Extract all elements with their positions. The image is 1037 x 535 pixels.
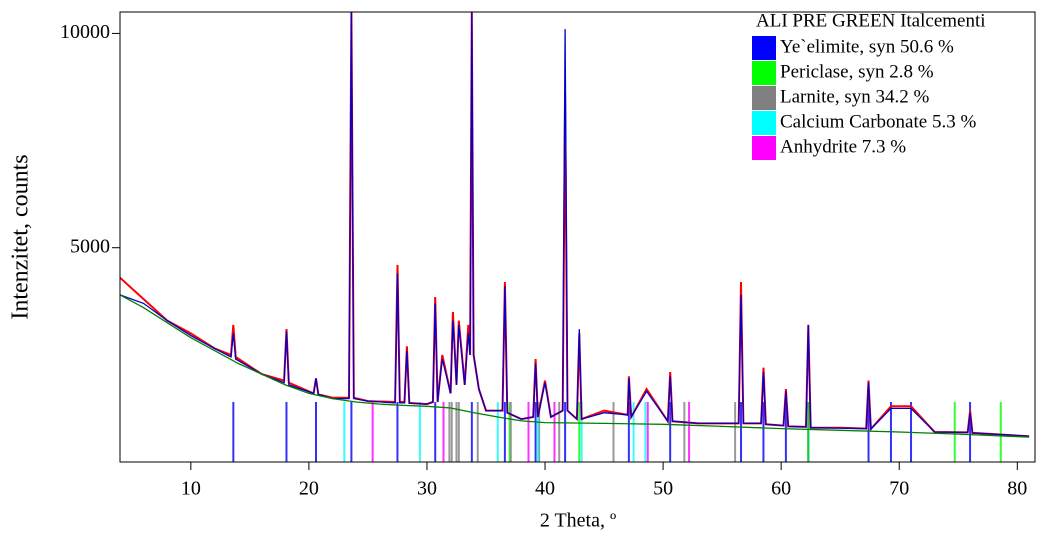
plot-frame — [119, 11, 1036, 463]
legend-title: ALI PRE GREEN Italcementi — [756, 10, 986, 31]
x-axis-title: 2 Theta, º — [540, 510, 616, 532]
x-tick-label: 40 — [535, 478, 555, 500]
legend-swatch — [752, 61, 776, 85]
x-tick-label: 20 — [299, 478, 319, 500]
legend-swatch — [752, 86, 776, 110]
x-tick-label: 60 — [771, 478, 791, 500]
y-tick-label: 5000 — [70, 235, 110, 257]
x-tick-label: 50 — [653, 478, 673, 500]
x-tick-label: 70 — [889, 478, 909, 500]
x-tick-label: 10 — [181, 478, 201, 500]
plot-area — [120, 12, 1030, 462]
legend-swatch — [752, 111, 776, 135]
legend-label: Periclase, syn 2.8 % — [780, 61, 934, 82]
y-axis-title: Intenzitet, counts — [8, 154, 34, 319]
legend-swatch — [752, 136, 776, 160]
legend-label: Anhydrite 7.3 % — [780, 136, 906, 157]
x-tick-label: 30 — [417, 478, 437, 500]
x-tick-label: 80 — [1007, 478, 1027, 500]
legend-label: Ye`elimite, syn 50.6 % — [780, 36, 954, 57]
legend-label: Larnite, syn 34.2 % — [780, 86, 930, 107]
legend-label: Calcium Carbonate 5.3 % — [780, 111, 976, 132]
background-line — [120, 294, 1030, 438]
legend-swatch — [752, 36, 776, 60]
y-tick-label: 10000 — [60, 21, 110, 43]
